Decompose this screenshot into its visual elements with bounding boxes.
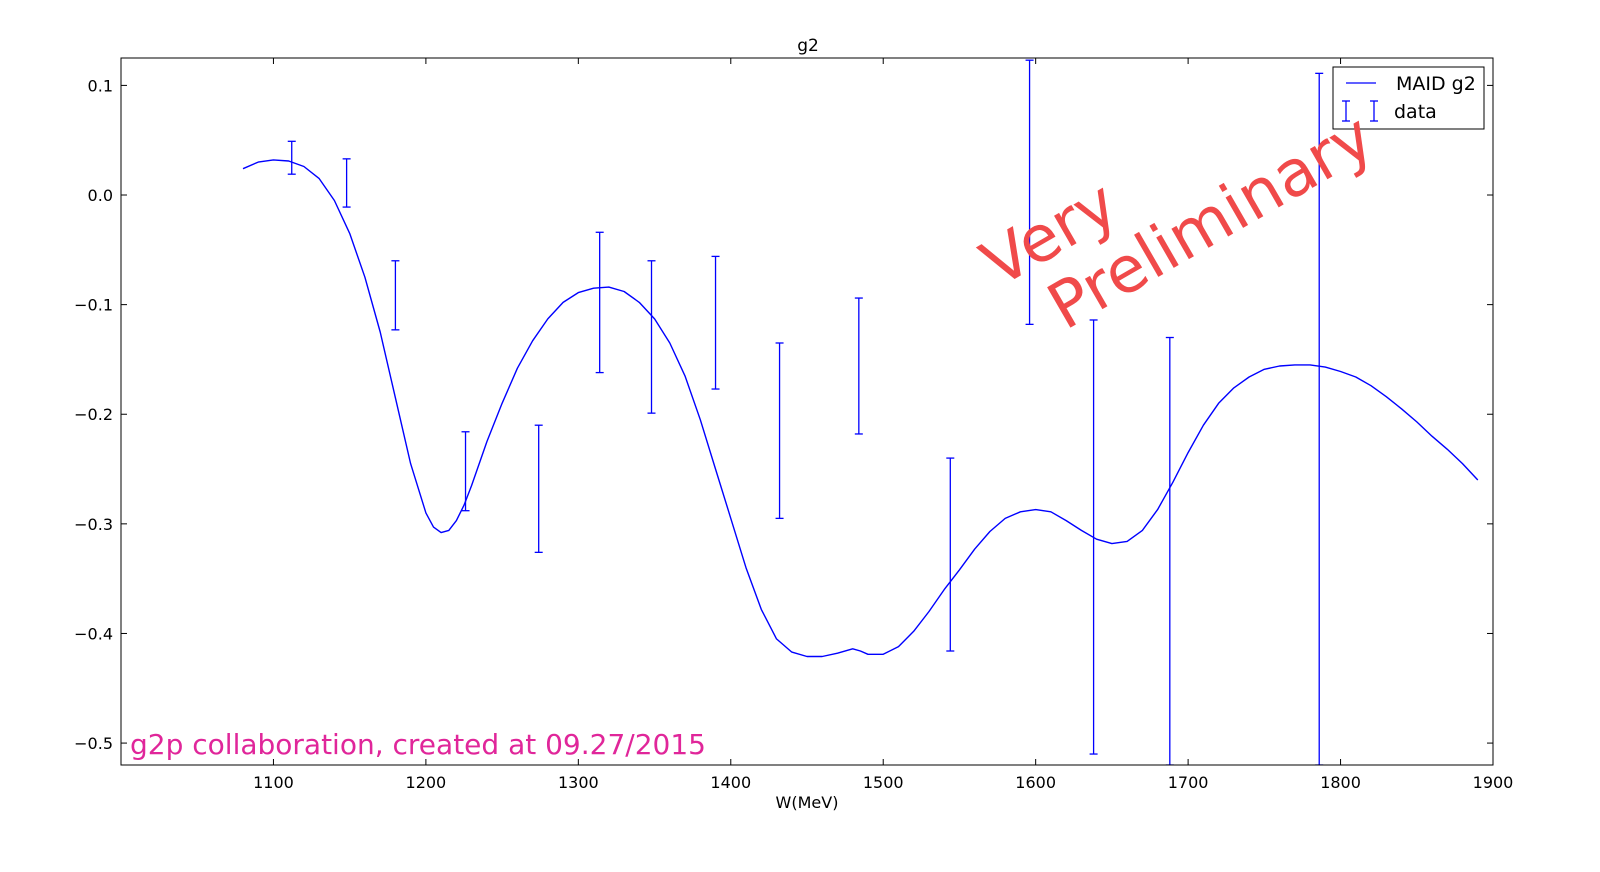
errorbar xyxy=(946,457,955,652)
y-tick-label: −0.5 xyxy=(74,734,113,753)
errorbar xyxy=(854,297,863,435)
legend-box xyxy=(1332,66,1485,130)
x-tick-label: 1500 xyxy=(863,773,904,792)
errorbar xyxy=(1315,72,1324,765)
x-tick-label: 1200 xyxy=(406,773,447,792)
x-tick-label: 1700 xyxy=(1168,773,1209,792)
chart-title: g2 xyxy=(797,36,819,56)
legend: MAID g2 data xyxy=(1332,66,1485,130)
errorbar xyxy=(461,431,470,512)
y-tick-label: 0.1 xyxy=(88,76,113,95)
errorbar xyxy=(775,342,784,520)
errorbar xyxy=(1089,319,1098,755)
errorbar xyxy=(1025,59,1034,326)
x-tick-label: 1300 xyxy=(558,773,599,792)
errorbar xyxy=(342,158,351,208)
plot-area xyxy=(242,59,1479,765)
legend-errorbar-sample xyxy=(1342,100,1378,122)
y-tick-label: −0.1 xyxy=(74,296,113,315)
y-tick-label: −0.3 xyxy=(74,515,113,534)
x-tick-label: 1600 xyxy=(1015,773,1056,792)
watermark: Very Preliminary xyxy=(970,100,1386,345)
x-tick-label: 1100 xyxy=(253,773,294,792)
legend-label-maid: MAID g2 xyxy=(1396,73,1476,95)
x-axis-title: W(MeV) xyxy=(776,793,839,812)
x-tick-label: 1400 xyxy=(710,773,751,792)
errorbar xyxy=(595,231,604,374)
errorbar xyxy=(534,424,543,554)
errorbar xyxy=(287,140,296,175)
y-tick-label: −0.2 xyxy=(74,405,113,424)
x-tick-label: 1900 xyxy=(1473,773,1514,792)
series-layer xyxy=(242,59,1479,765)
errorbar xyxy=(391,260,400,331)
x-axis: 1100 1200 1300 1400 1500 1600 1700 1800 1900 xyxy=(253,58,1513,792)
errorbar xyxy=(647,260,656,414)
y-tick-label: −0.4 xyxy=(74,624,113,643)
y-tick-label: 0.0 xyxy=(88,186,113,205)
credit-annotation: g2p collaboration, created at 09.27/2015 xyxy=(130,728,706,761)
errorbar xyxy=(711,255,720,390)
series-line-maid-g2 xyxy=(242,159,1479,658)
y-axis: 0.1 0.0 −0.1 −0.2 −0.3 −0.4 −0.5 xyxy=(74,76,1493,753)
errorbar xyxy=(1165,336,1174,765)
plot-frame xyxy=(120,57,1494,766)
x-tick-label: 1800 xyxy=(1320,773,1361,792)
legend-label-data: data xyxy=(1394,101,1437,123)
